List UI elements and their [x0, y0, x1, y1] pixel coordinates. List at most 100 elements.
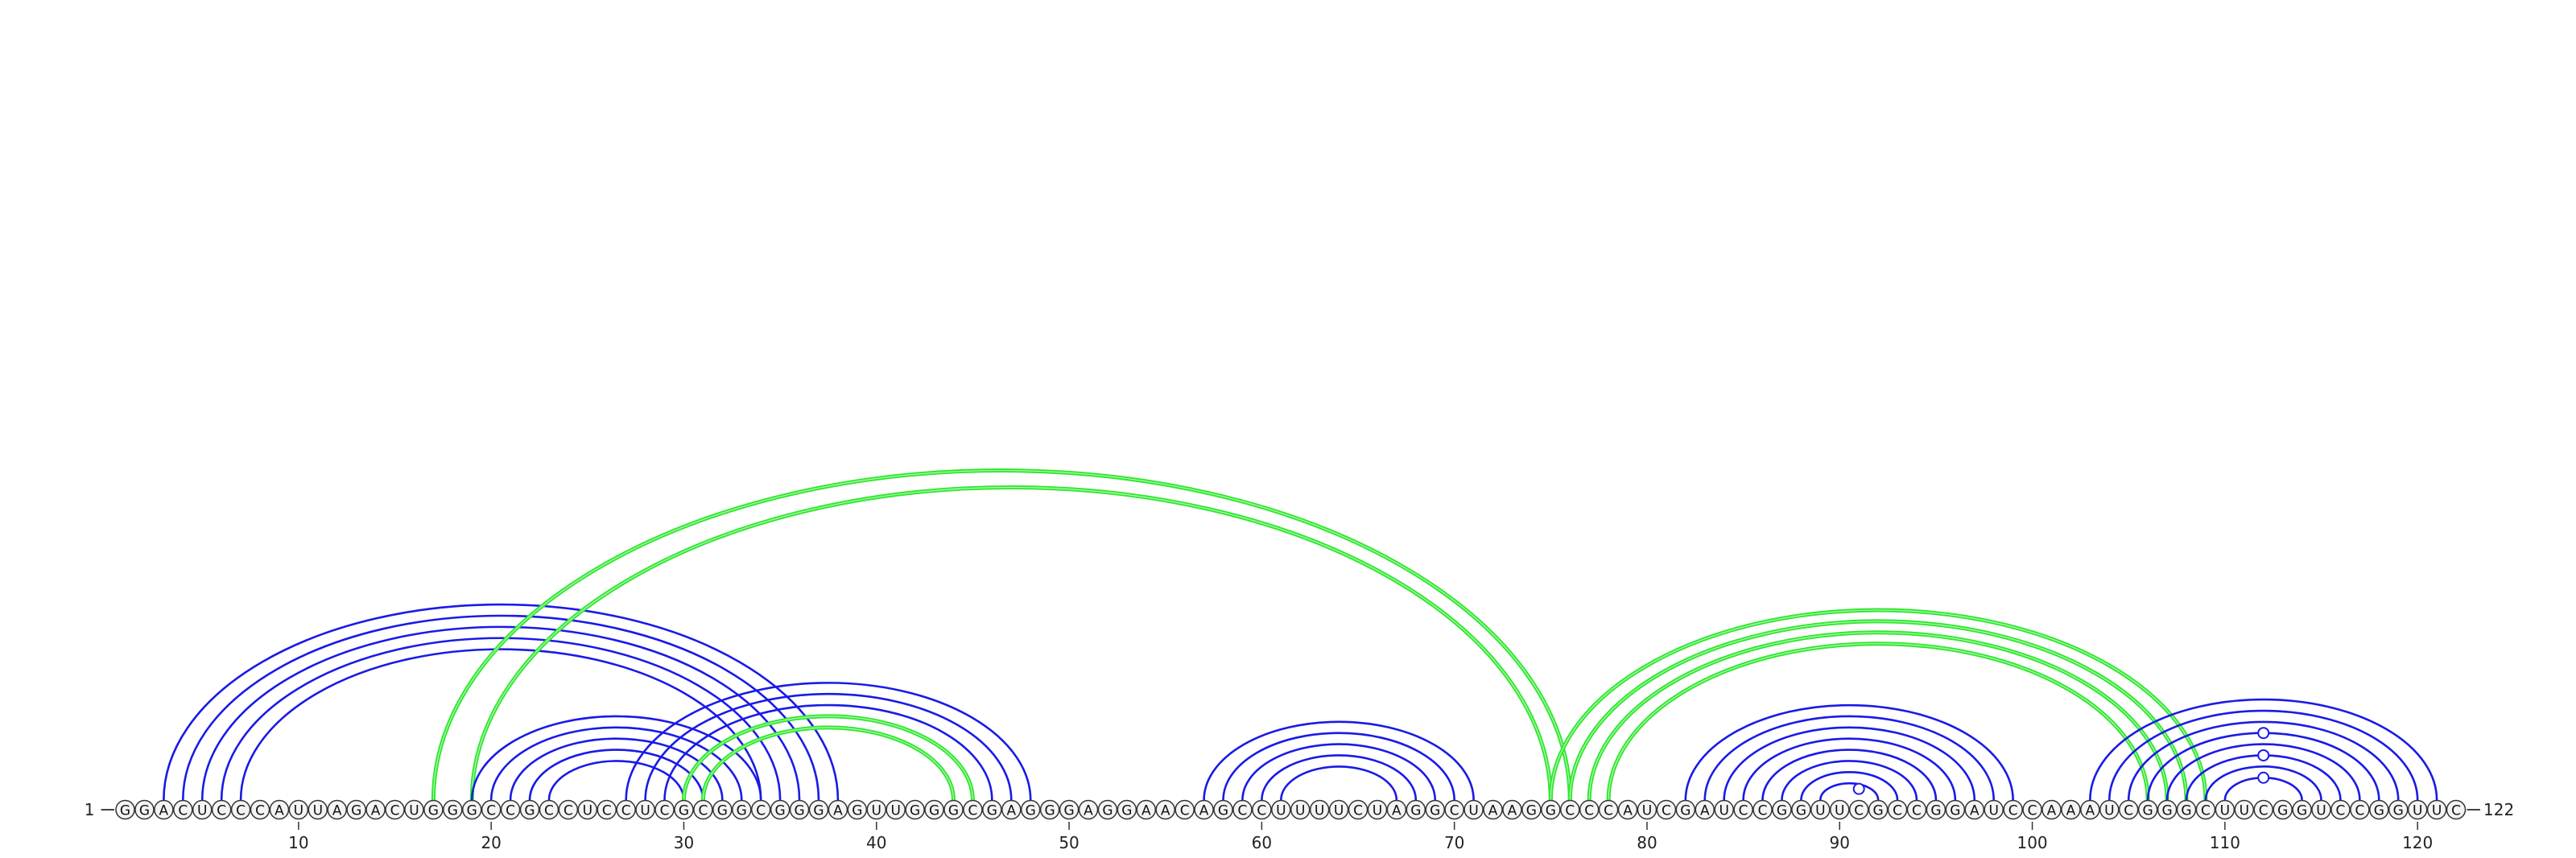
nucleotide-letter: A — [1006, 803, 1016, 819]
nucleotide-letter: A — [2086, 803, 2095, 819]
nucleotide-letter: U — [640, 803, 650, 819]
nucleotide-letter: C — [2336, 803, 2346, 819]
nucleotide-letter: A — [1970, 803, 1979, 819]
nucleotide-circle — [2157, 799, 2178, 820]
nucleotide-letter: A — [833, 803, 843, 819]
nucleotide-letter: G — [120, 803, 130, 819]
nucleotide-circle — [1984, 799, 2004, 820]
nucleotide-circle — [2446, 799, 2467, 820]
tick-label-60: 60 — [1252, 833, 1272, 852]
nucleotide-letter: C — [2008, 803, 2018, 819]
nucleotide-95: G — [1926, 799, 1946, 820]
nucleotide-21: C — [500, 799, 521, 820]
nucleotide-22: G — [519, 799, 540, 820]
nucleotide-10: U — [288, 799, 309, 820]
nucleotide-circle — [1001, 799, 1022, 820]
arc-76-108-green — [1567, 619, 2189, 801]
arc-58-70-blue — [1222, 732, 1455, 801]
nucleotide-109: C — [2195, 799, 2216, 820]
nucleotide-circle — [1791, 799, 1811, 820]
nucleotide-circle — [1945, 799, 1966, 820]
nucleotide-letter: G — [428, 803, 439, 819]
nucleotide-letter: C — [390, 803, 400, 819]
nucleotide-letter: A — [275, 803, 284, 819]
nucleotide-101: A — [2041, 799, 2062, 820]
nucleotide-letter: C — [1238, 803, 1248, 819]
nucleotide-53: G — [1117, 799, 1137, 820]
nucleotide-70: C — [1444, 799, 1464, 820]
nucleotide-circle — [616, 799, 636, 820]
nucleotide-87: G — [1772, 799, 1792, 820]
nucleotide-letter: U — [872, 803, 881, 819]
nucleotide-77: C — [1579, 799, 1600, 820]
nucleotide-letter: C — [621, 803, 631, 819]
nucleotide-circle — [1328, 799, 1349, 820]
nucleotide-letter: U — [294, 803, 303, 819]
nucleotide-circle — [2350, 799, 2370, 820]
nucleotide-circle — [1810, 799, 1831, 820]
nucleotide-33: G — [732, 799, 752, 820]
arc-marker-106-118 — [2257, 727, 2270, 740]
nucleotide-circle — [750, 799, 771, 820]
nucleotide-3: A — [154, 799, 174, 820]
nucleotide-circle — [1560, 799, 1580, 820]
nucleotide-letter: U — [1315, 803, 1324, 819]
nucleotide-circle — [250, 799, 270, 820]
nucleotide-60: C — [1252, 799, 1272, 820]
nucleotide-48: G — [1020, 799, 1041, 820]
tick-label-30: 30 — [674, 833, 694, 852]
nucleotide-letter: C — [2259, 803, 2268, 819]
nucleotide-104: U — [2099, 799, 2120, 820]
arc-107-117-blue — [2165, 743, 2361, 801]
nucleotide-letter: U — [1276, 803, 1286, 819]
nucleotide-circle — [1830, 799, 1850, 820]
nucleotide-letter: A — [371, 803, 381, 819]
arc-7-34-blue — [239, 648, 762, 801]
nucleotide-letter: C — [1662, 803, 1671, 819]
nucleotide-circle — [1444, 799, 1464, 820]
nucleotide-letter: U — [2240, 803, 2249, 819]
nucleotide-circle — [404, 799, 424, 820]
nucleotide-letter: C — [1180, 803, 1190, 819]
nucleotide-letter: C — [2124, 803, 2133, 819]
nucleotide-circle — [1213, 799, 1233, 820]
nucleotide-letter: U — [2220, 803, 2230, 819]
nucleotide-30: G — [674, 799, 694, 820]
arc-marker-108-116 — [2257, 749, 2270, 761]
nucleotide-circle — [2273, 799, 2293, 820]
nucleotide-circle — [2388, 799, 2409, 820]
nucleotide-15: C — [385, 799, 405, 820]
nucleotide-letter: C — [2451, 803, 2461, 819]
nucleotide-letter: G — [139, 803, 150, 819]
nucleotide-circle — [1367, 799, 1388, 820]
nucleotide-46: G — [982, 799, 1002, 820]
arc-31-44-highlight — [702, 727, 955, 801]
nucleotide-79: A — [1617, 799, 1638, 820]
nucleotide-circle — [1656, 799, 1677, 820]
nucleotide-111: U — [2234, 799, 2255, 820]
nucleotide-circle — [2137, 799, 2158, 820]
nucleotide-36: G — [789, 799, 810, 820]
nucleotide-letter: G — [2161, 803, 2172, 819]
nucleotide-circle — [2061, 799, 2081, 820]
nucleotide-17: G — [423, 799, 444, 820]
nucleotide-circle — [327, 799, 347, 820]
nucleotide-71: U — [1463, 799, 1484, 820]
arcs-layer — [163, 468, 2438, 801]
nucleotide-75: G — [1541, 799, 1561, 820]
arc-61-67-blue — [1280, 765, 1398, 801]
nucleotide-108: G — [2176, 799, 2197, 820]
arc-markers — [1852, 727, 2270, 795]
tick-label-50: 50 — [1059, 833, 1079, 852]
nucleotide-circle — [982, 799, 1002, 820]
nucleotide-40: U — [866, 799, 887, 820]
nucleotide-73: A — [1502, 799, 1522, 820]
nucleotide-44: G — [943, 799, 964, 820]
nucleotide-letter: U — [1815, 803, 1825, 819]
nucleotide-letter: C — [660, 803, 670, 819]
nucleotide-74: G — [1521, 799, 1542, 820]
nucleotide-circle — [866, 799, 887, 820]
nucleotide-letter: G — [737, 803, 747, 819]
nucleotide-27: C — [616, 799, 636, 820]
nucleotide-1: G — [115, 799, 135, 820]
